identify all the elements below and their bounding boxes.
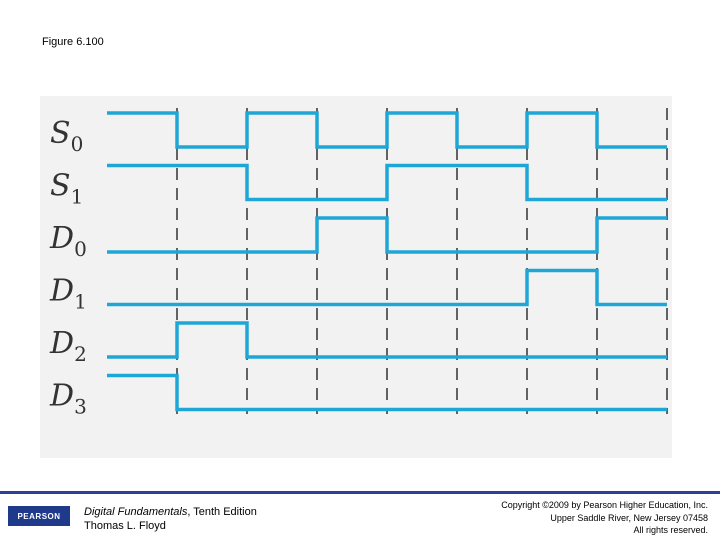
signal-subscript: 2 — [74, 342, 87, 366]
signal-subscript: 1 — [71, 185, 84, 209]
signal-label: S0 — [50, 116, 83, 156]
signal-label: D3 — [49, 379, 87, 419]
signal-label: D2 — [49, 326, 87, 366]
waveform-d0 — [107, 216, 667, 254]
book-author: Thomas L. Floyd — [84, 520, 166, 532]
signal-name: D — [49, 326, 74, 361]
signal-name: S — [50, 116, 71, 151]
timing-diagram: S0 S1 D0 D1 D2 D3 — [40, 96, 672, 458]
book-title-line: Digital Fundamentals, Tenth Edition — [84, 505, 257, 519]
copyright-line-1: Copyright ©2009 by Pearson Higher Educat… — [501, 500, 708, 510]
logo-text: PEARSON — [17, 511, 61, 521]
pearson-logo: PEARSON — [8, 506, 70, 526]
book-edition: , Tenth Edition — [187, 506, 257, 518]
figure-title: Figure 6.100 — [42, 36, 104, 48]
signal-subscript: 1 — [74, 290, 87, 314]
signal-name: D — [49, 221, 74, 256]
waveform-d3 — [107, 373, 667, 412]
signal-name: S — [50, 169, 71, 204]
waveform-s0 — [107, 111, 667, 149]
book-info: Digital Fundamentals, Tenth Edition Thom… — [84, 505, 257, 533]
signal-label: S1 — [50, 169, 83, 209]
signal-name: D — [49, 379, 74, 414]
signal-subscript: 0 — [74, 237, 87, 261]
signal-label: D1 — [49, 274, 87, 314]
waveform-d2 — [107, 321, 667, 359]
footer-rule — [0, 491, 720, 494]
signal-label: D0 — [49, 221, 87, 261]
book-title: Digital Fundamentals — [84, 506, 188, 518]
waveform-s1 — [107, 163, 667, 202]
copyright-line-2: Upper Saddle River, New Jersey 07458 — [550, 512, 708, 523]
signal-subscript: 3 — [74, 395, 87, 419]
waveform-d1 — [107, 268, 667, 307]
copyright-line-3: All rights reserved. — [633, 525, 708, 535]
copyright-notice: Copyright ©2009 by Pearson Higher Educat… — [388, 499, 708, 537]
signal-name: D — [49, 274, 74, 309]
signal-subscript: 0 — [71, 132, 84, 156]
